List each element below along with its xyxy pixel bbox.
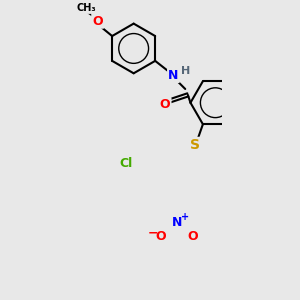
Text: O: O bbox=[160, 98, 170, 111]
Text: −: − bbox=[147, 226, 158, 239]
Text: N: N bbox=[168, 69, 179, 82]
Text: N: N bbox=[172, 216, 182, 229]
Text: H: H bbox=[181, 66, 190, 76]
Text: CH₃: CH₃ bbox=[76, 3, 96, 13]
Text: S: S bbox=[190, 138, 200, 152]
Text: O: O bbox=[155, 230, 166, 243]
Text: +: + bbox=[181, 212, 189, 222]
Text: O: O bbox=[92, 14, 103, 28]
Text: O: O bbox=[188, 230, 198, 243]
Text: Cl: Cl bbox=[120, 157, 133, 170]
